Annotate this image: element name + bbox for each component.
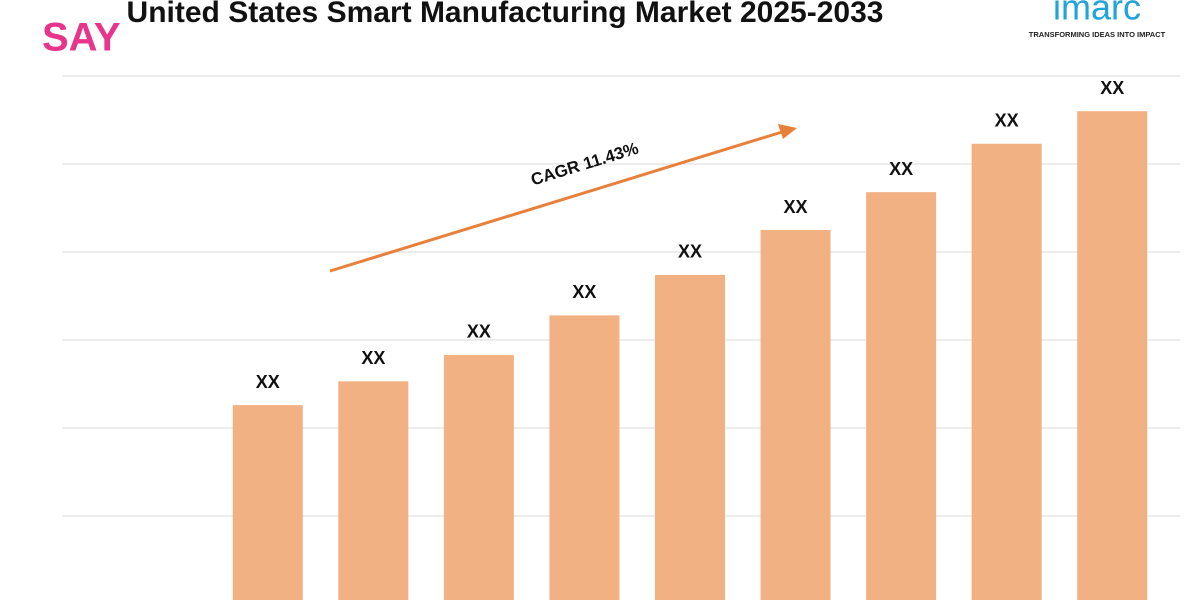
bar bbox=[549, 315, 620, 600]
logo-say: SAY bbox=[42, 16, 121, 60]
data-label: XX bbox=[361, 348, 385, 368]
data-label: XX bbox=[889, 159, 913, 179]
bar bbox=[338, 381, 409, 600]
data-label: XX bbox=[572, 282, 596, 302]
bar bbox=[232, 405, 303, 600]
cagr-arrowhead bbox=[778, 124, 797, 139]
bar bbox=[443, 354, 514, 600]
data-label: XX bbox=[995, 111, 1019, 131]
bar bbox=[971, 143, 1042, 600]
logo-tagline: TRANSFORMING IDEAS INTO IMPACT bbox=[1029, 30, 1166, 39]
bar bbox=[866, 192, 937, 600]
data-label: XX bbox=[1100, 78, 1124, 98]
bar bbox=[655, 274, 725, 600]
cagr-arrow bbox=[329, 130, 783, 273]
bar bbox=[1077, 111, 1148, 600]
data-label: XX bbox=[678, 242, 702, 262]
bar bbox=[760, 230, 831, 600]
data-label: XX bbox=[256, 372, 280, 392]
chart-title: United States Smart Manufacturing Market… bbox=[127, 0, 884, 29]
data-label: XX bbox=[784, 197, 808, 217]
logo-imarc: imarc bbox=[1053, 0, 1141, 28]
data-label: XX bbox=[467, 322, 491, 342]
